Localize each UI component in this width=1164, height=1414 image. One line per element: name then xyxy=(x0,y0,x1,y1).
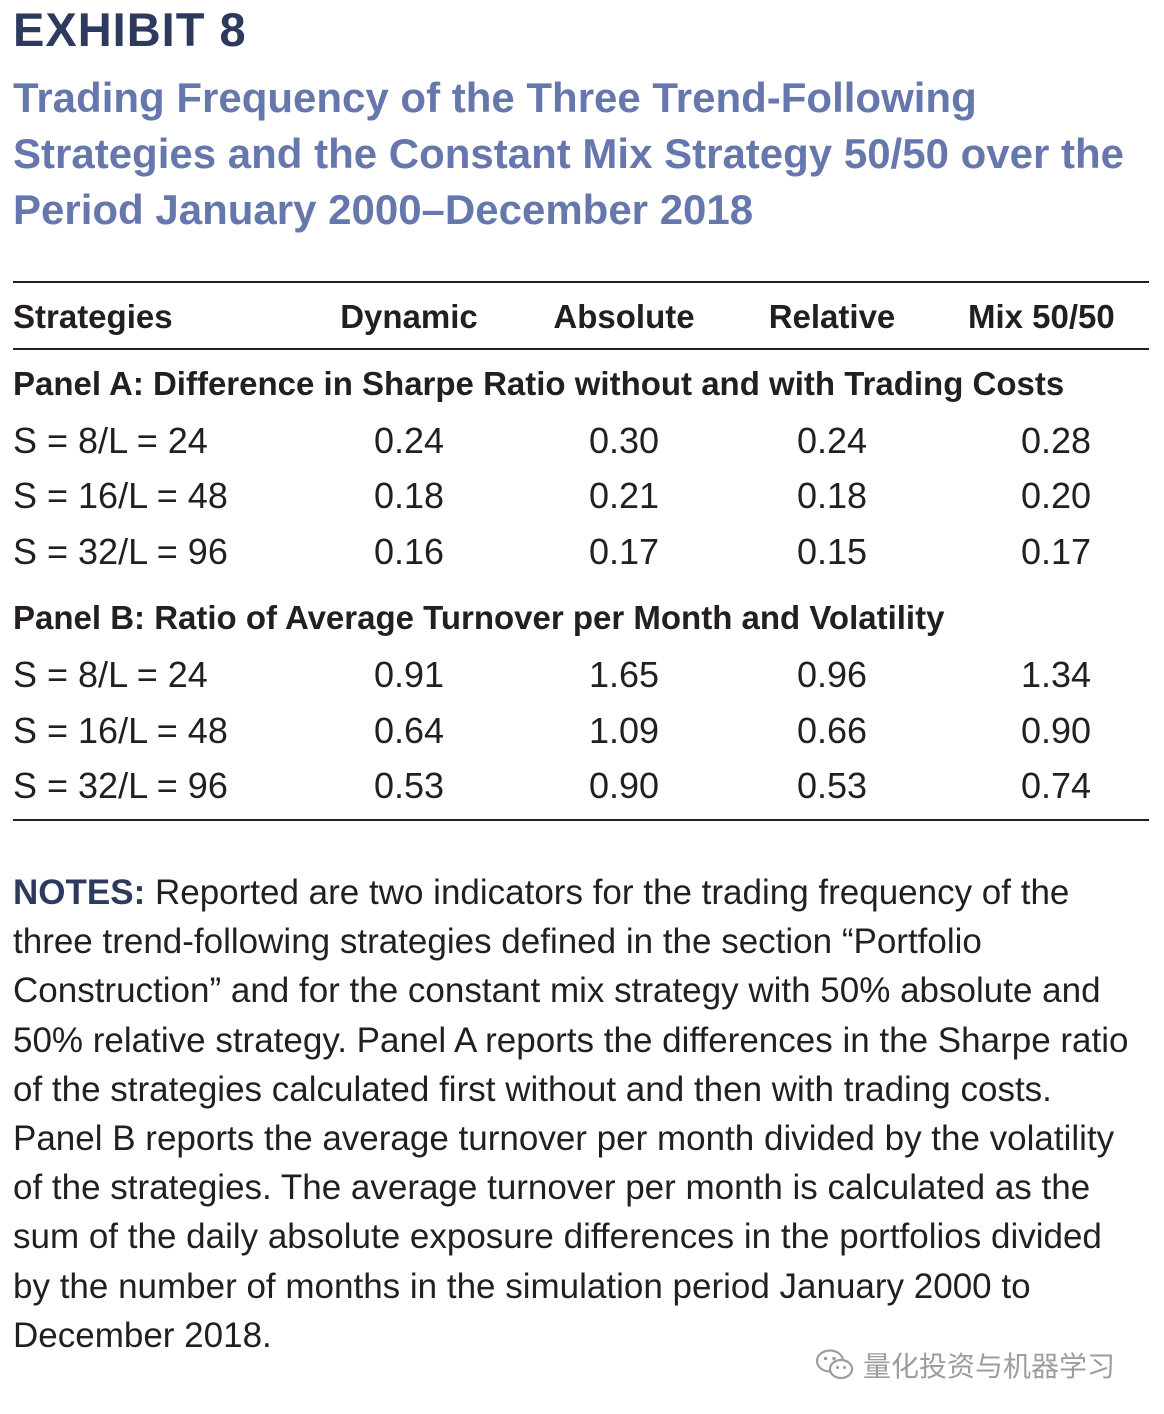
cell-absolute: 0.30 xyxy=(588,420,660,461)
table-row: S = 8/L = 24 0.91 1.65 0.96 1.34 xyxy=(13,647,1153,703)
cell-dynamic: 0.91 xyxy=(373,654,445,695)
table-bottom-rule xyxy=(13,819,1149,821)
exhibit-label: EXHIBIT 8 xyxy=(13,3,247,56)
table-row: S = 8/L = 24 0.24 0.30 0.24 0.28 xyxy=(13,413,1153,469)
row-label: S = 32/L = 96 xyxy=(13,765,228,806)
cell-relative: 0.24 xyxy=(796,420,868,461)
cell-mix: 0.20 xyxy=(1020,475,1092,516)
cell-absolute: 1.65 xyxy=(588,654,660,695)
table-row: S = 16/L = 48 0.64 1.09 0.66 0.90 xyxy=(13,703,1153,759)
cell-mix: 0.90 xyxy=(1020,710,1092,751)
row-label: S = 16/L = 48 xyxy=(13,710,228,751)
column-header-relative: Relative xyxy=(768,298,896,335)
table-row: S = 16/L = 48 0.18 0.21 0.18 0.20 xyxy=(13,468,1153,524)
table-row: S = 32/L = 96 0.53 0.90 0.53 0.74 xyxy=(13,758,1153,814)
table-header-rule xyxy=(13,348,1149,350)
cell-dynamic: 0.64 xyxy=(373,710,445,751)
column-header-absolute: Absolute xyxy=(553,298,695,335)
row-label: S = 8/L = 24 xyxy=(13,654,208,695)
table-header-row: Strategies Dynamic Absolute Relative Mix… xyxy=(13,289,1153,345)
cell-mix: 1.34 xyxy=(1020,654,1092,695)
watermark: 量化投资与机器学习 xyxy=(815,1345,1115,1385)
cell-absolute: 1.09 xyxy=(588,710,660,751)
table-top-rule xyxy=(13,281,1149,283)
cell-relative: 0.15 xyxy=(796,531,868,572)
notes-label: NOTES: xyxy=(13,873,146,912)
row-label: S = 32/L = 96 xyxy=(13,531,228,572)
cell-mix: 0.28 xyxy=(1020,420,1092,461)
panel-b-heading: Panel B: Ratio of Average Turnover per M… xyxy=(13,599,945,636)
cell-mix: 0.74 xyxy=(1020,765,1092,806)
panel-a-heading: Panel A: Difference in Sharpe Ratio with… xyxy=(13,365,1065,402)
exhibit-title: Trading Frequency of the Three Trend-Fol… xyxy=(13,74,1124,233)
column-header-mix: Mix 50/50 xyxy=(968,298,1115,335)
row-label: S = 8/L = 24 xyxy=(13,420,208,461)
column-header-strategies: Strategies xyxy=(13,298,173,335)
wechat-icon xyxy=(815,1349,854,1380)
cell-dynamic: 0.18 xyxy=(373,475,445,516)
cell-absolute: 0.90 xyxy=(588,765,660,806)
table-row: S = 32/L = 96 0.16 0.17 0.15 0.17 xyxy=(13,524,1153,580)
cell-mix: 0.17 xyxy=(1020,531,1092,572)
cell-relative: 0.53 xyxy=(796,765,868,806)
notes-paragraph: NOTES: Reported are two indicators for t… xyxy=(13,868,1148,1360)
watermark-text: 量化投资与机器学习 xyxy=(863,1351,1116,1382)
row-label: S = 16/L = 48 xyxy=(13,475,228,516)
column-header-dynamic: Dynamic xyxy=(340,298,478,335)
cell-dynamic: 0.16 xyxy=(373,531,445,572)
notes-text: Reported are two indicators for the trad… xyxy=(13,873,1129,1355)
cell-relative: 0.18 xyxy=(796,475,868,516)
cell-absolute: 0.21 xyxy=(588,475,660,516)
cell-absolute: 0.17 xyxy=(588,531,660,572)
cell-relative: 0.96 xyxy=(796,654,868,695)
cell-dynamic: 0.24 xyxy=(373,420,445,461)
cell-dynamic: 0.53 xyxy=(373,765,445,806)
cell-relative: 0.66 xyxy=(796,710,868,751)
